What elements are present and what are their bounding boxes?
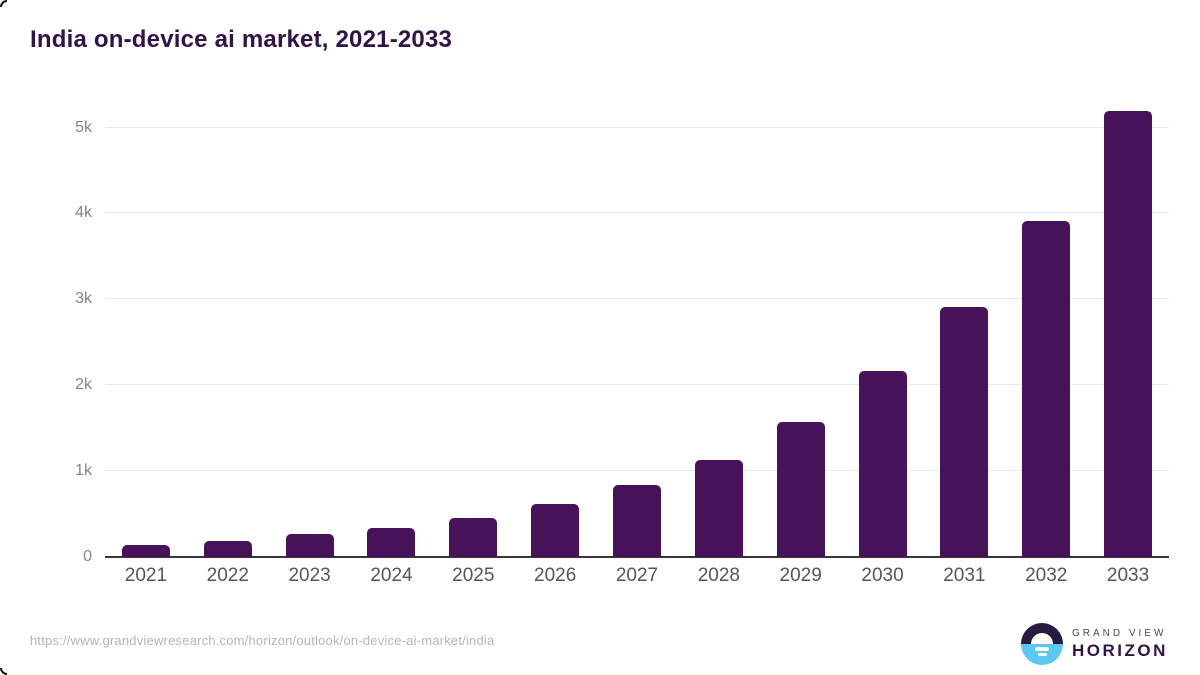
bar-slot-2029 [760,93,842,557]
bar-series [105,93,1169,557]
x-tick-2023: 2023 [288,565,331,586]
grand-view-horizon-logo: GRAND VIEW HORIZON [1021,623,1168,665]
x-tick-2025: 2025 [452,565,495,586]
bar-slot-2024 [351,93,433,557]
x-tick-2026: 2026 [534,565,577,586]
frame-corner-top-left [0,0,7,7]
bar-2025 [449,517,498,557]
x-tick-2024: 2024 [370,565,413,586]
chart-title: India on-device ai market, 2021-2033 [30,26,453,53]
bar-slot-2025 [432,93,514,557]
bar-2033 [1104,111,1153,557]
x-axis-line [105,556,1169,558]
bar-slot-2027 [596,93,678,557]
x-tick-2030: 2030 [861,565,904,586]
bar-slot-2030 [842,93,924,557]
horizon-sunrise-icon [1021,623,1063,665]
bar-slot-2031 [923,93,1005,557]
y-tick-4k: 4k [75,204,92,222]
sun-reflection-line [1035,647,1049,651]
bar-slot-2022 [187,93,269,557]
x-tick-2032: 2032 [1025,565,1068,586]
logo-text: GRAND VIEW HORIZON [1072,628,1168,661]
bar-2030 [858,370,907,557]
logo-brand-name: GRAND VIEW [1072,627,1167,639]
bar-2027 [612,485,661,557]
bar-slot-2021 [105,93,187,557]
sun-icon [1031,633,1053,644]
gridline-3k [105,298,1169,300]
x-tick-2021: 2021 [124,565,168,586]
bar-chart-plot-area [105,93,1169,558]
bar-2021 [121,544,170,557]
sun-reflection-line [1037,653,1047,656]
bar-slot-2033 [1087,93,1169,557]
y-tick-3k: 3k [75,290,92,308]
bar-2024 [367,527,416,557]
x-axis-tick-labels: 2021 2022 2023 2024 2025 2026 2027 2028 2029 2030… [105,565,1169,587]
bar-2032 [1022,221,1071,557]
logo-product-name: HORIZON [1072,640,1168,660]
bar-slot-2026 [514,93,596,557]
y-tick-1k: 1k [75,462,92,480]
bar-2028 [694,459,743,557]
x-tick-2029: 2029 [779,565,822,586]
frame-corner-bottom-left [0,668,7,675]
bar-slot-2032 [1005,93,1087,557]
gridline-1k [105,470,1169,472]
gridline-4k [105,212,1169,214]
y-tick-0: 0 [83,548,92,565]
y-tick-5k: 5k [75,118,92,136]
x-tick-2031: 2031 [943,565,986,586]
x-tick-2022: 2022 [206,565,249,586]
bar-slot-2028 [678,93,760,557]
bar-2031 [940,307,989,557]
bar-2026 [531,504,580,557]
x-tick-2028: 2028 [697,565,740,586]
x-tick-2027: 2027 [615,565,659,586]
bar-2023 [285,534,334,557]
gridline-5k [105,126,1169,128]
y-axis-tick-labels: 0 1k 2k 3k 4k 5k [0,93,92,566]
bar-slot-2023 [269,93,351,557]
source-url: https://www.grandviewresearch.com/horizo… [30,633,495,648]
bar-2022 [203,540,252,557]
bar-2029 [776,422,825,557]
y-tick-2k: 2k [75,376,92,394]
x-tick-2033: 2033 [1106,565,1150,586]
gridline-2k [105,384,1169,386]
